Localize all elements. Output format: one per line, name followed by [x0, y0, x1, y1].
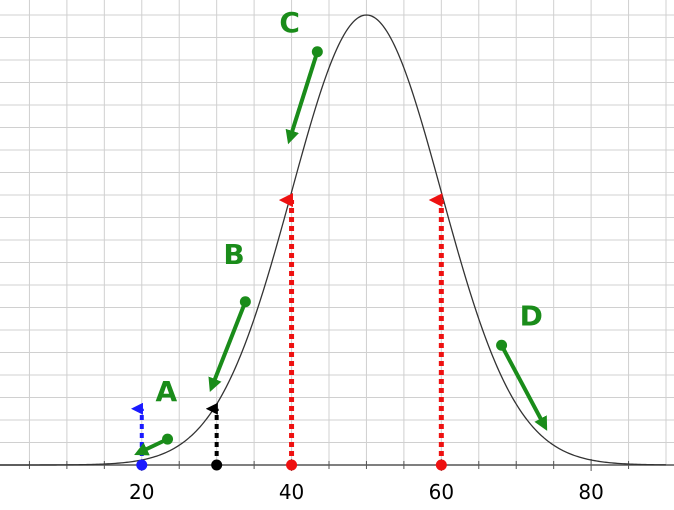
grid	[0, 0, 674, 466]
point-labels: A B C D	[156, 6, 543, 408]
point-label-d: D	[520, 299, 543, 332]
marker-base-dot	[136, 459, 148, 471]
x-tick-label: 40	[279, 480, 304, 504]
tangent-arrows	[134, 46, 548, 456]
marker-base-dot	[286, 459, 298, 471]
tangent-arrow-c	[285, 51, 320, 145]
tangent-start-dot	[239, 296, 251, 308]
x-axis-ticks: 20 40 60 80	[28, 459, 630, 504]
tangent-start-dot	[162, 433, 174, 445]
point-label-b: B	[223, 238, 244, 271]
point-label-c: C	[279, 6, 300, 39]
tangent-arrow-b	[208, 301, 248, 393]
tangent-arrow-d	[499, 344, 548, 431]
x-tick-label: 20	[129, 480, 154, 504]
normal-curve	[0, 14, 667, 466]
x-tick-label: 80	[578, 480, 603, 504]
tangent-start-dot	[496, 339, 508, 351]
tangent-start-dot	[311, 46, 323, 58]
marker-base-dot	[435, 459, 447, 471]
point-label-a: A	[156, 375, 178, 408]
x-tick-label: 60	[429, 480, 454, 504]
marker-base-dot	[211, 459, 223, 471]
dotted-markers	[130, 193, 447, 471]
